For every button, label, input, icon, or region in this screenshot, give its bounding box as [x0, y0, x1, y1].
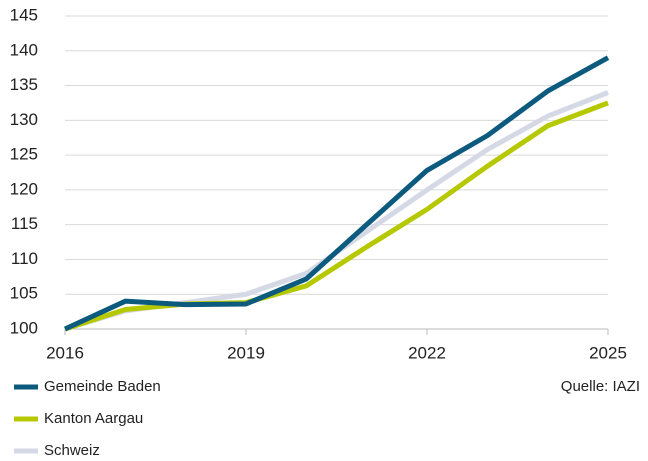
y-tick-label: 145: [10, 5, 38, 24]
y-tick-label: 135: [10, 75, 38, 94]
series-line: [64, 100, 609, 332]
series-line: [64, 90, 609, 332]
legend-label: Gemeinde Baden: [44, 378, 161, 395]
y-tick-label: 105: [10, 284, 38, 303]
y-tick-label: 125: [10, 145, 38, 164]
legend-label: Schweiz: [44, 442, 100, 459]
x-tick-label: 2022: [408, 343, 446, 362]
x-tick-label: 2016: [46, 343, 84, 362]
y-tick-label: 100: [10, 318, 38, 337]
y-tick-label: 115: [11, 214, 38, 233]
y-tick-label: 120: [10, 179, 38, 198]
y-tick-label: 140: [10, 40, 38, 59]
series-line: [63, 55, 610, 332]
legend-label: Kanton Aargau: [44, 410, 143, 427]
x-tick-label: 2025: [589, 343, 627, 362]
y-tick-label: 130: [10, 110, 38, 129]
x-tick-label: 2019: [227, 343, 265, 362]
source-note: Quelle: IAZI: [561, 378, 640, 395]
y-tick-label: 110: [11, 249, 38, 268]
